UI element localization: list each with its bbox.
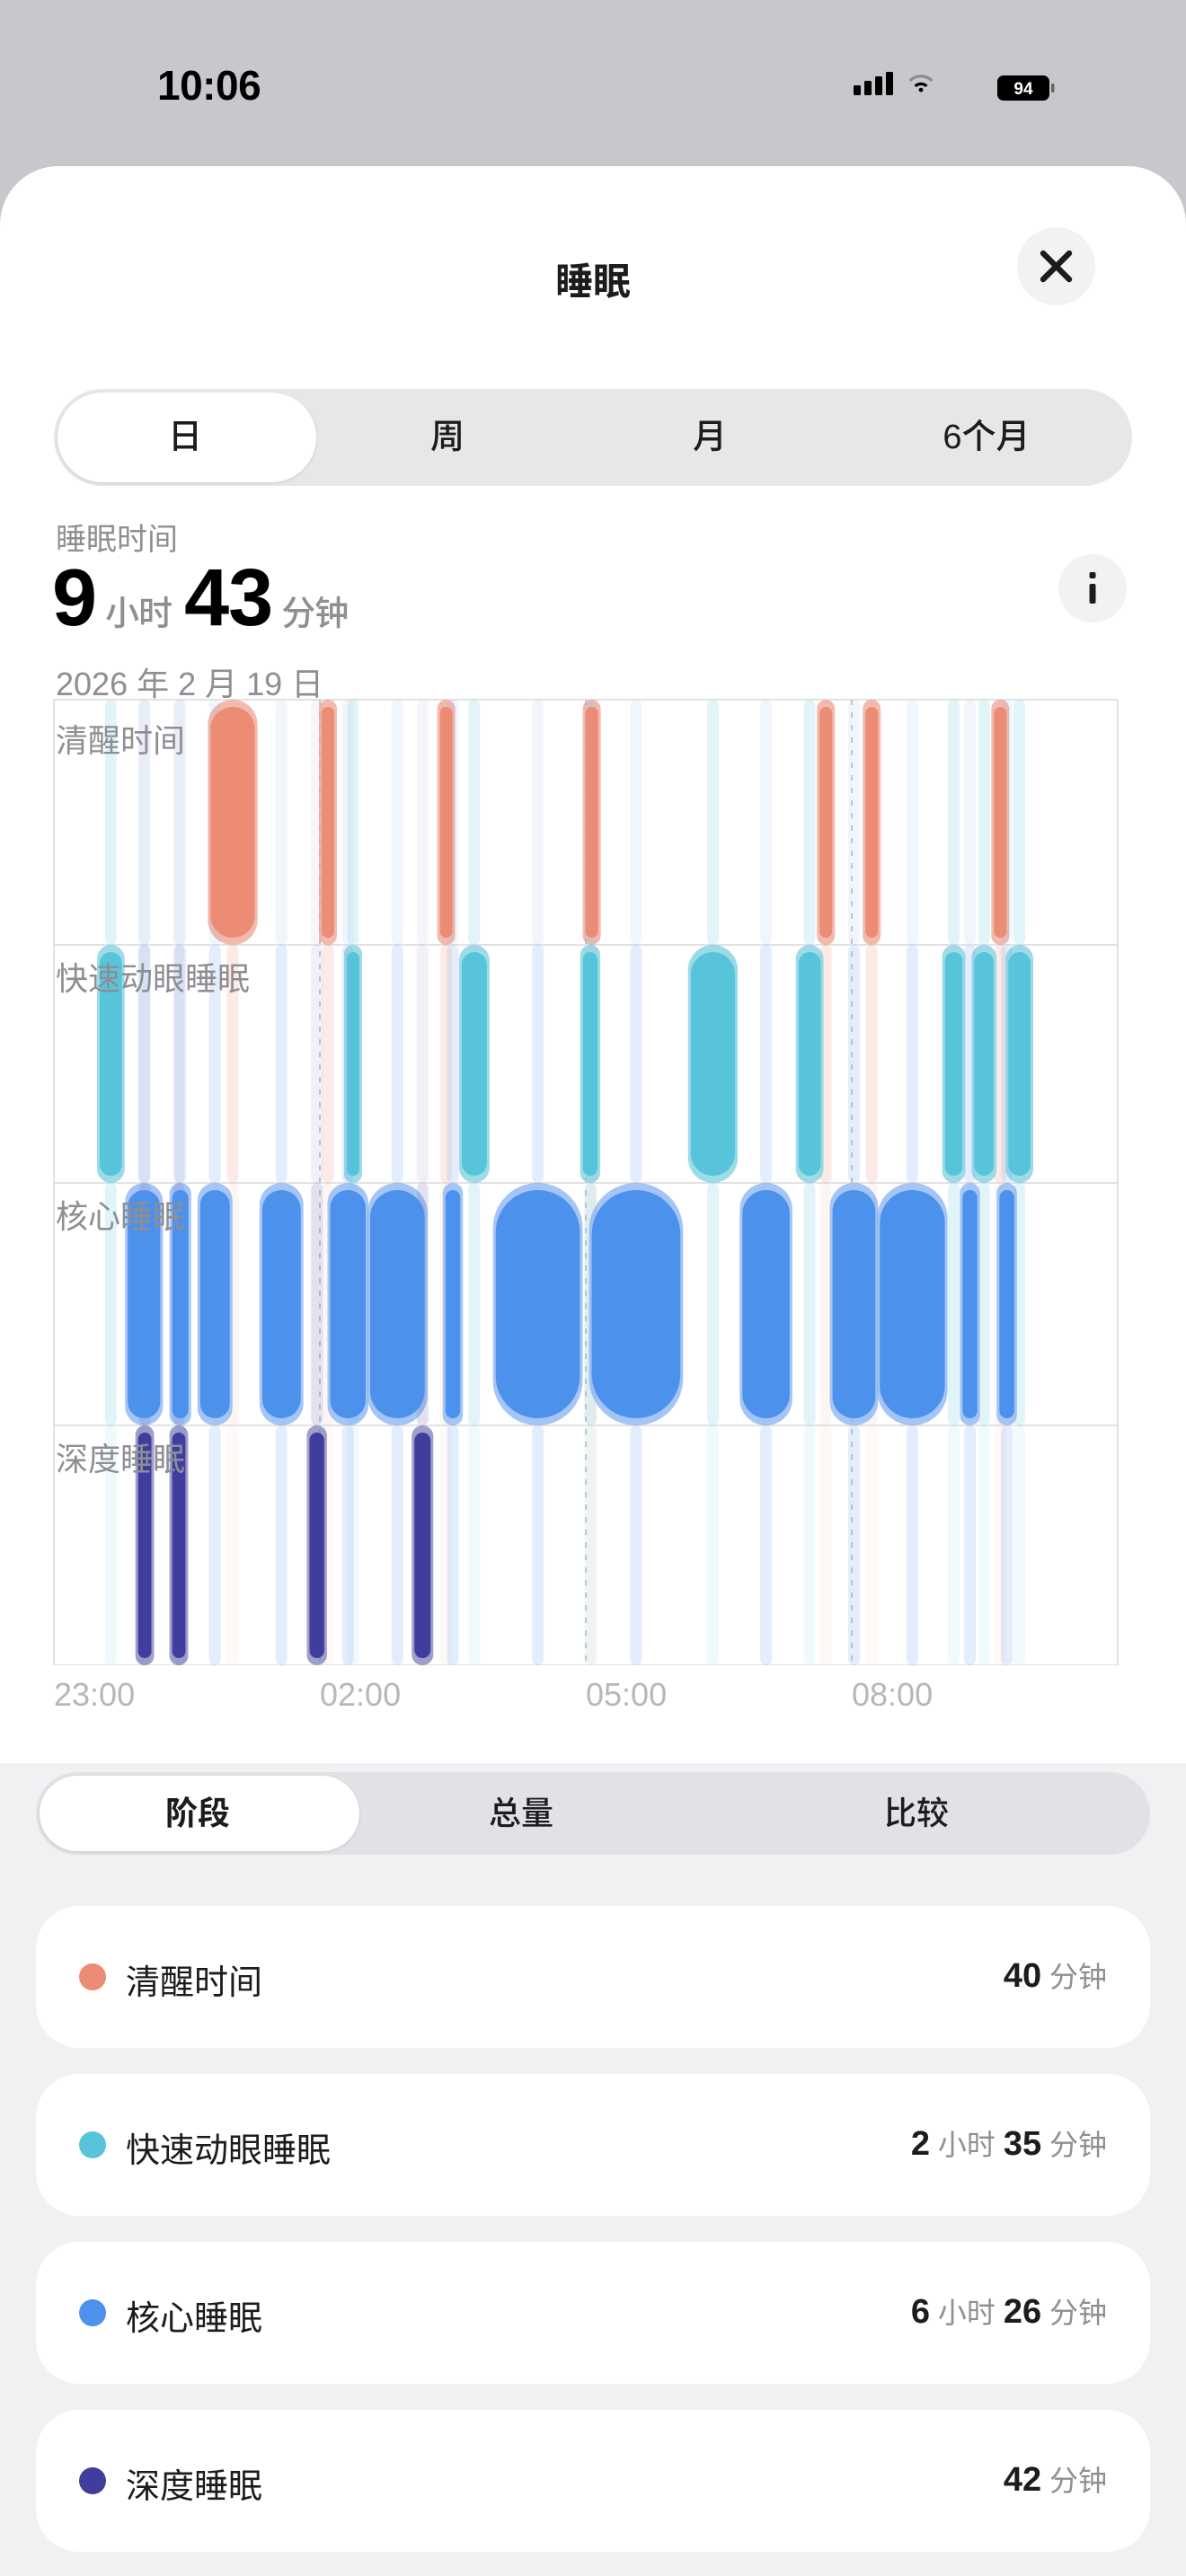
svg-text:94: 94 — [1013, 80, 1033, 99]
